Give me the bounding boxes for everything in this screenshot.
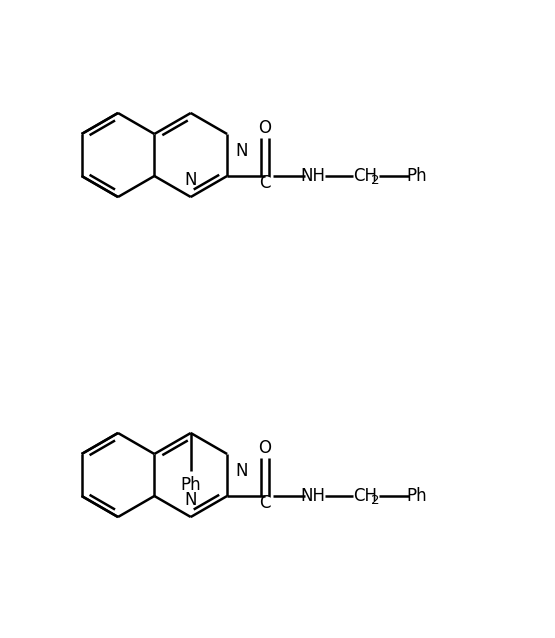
Text: C: C [259, 174, 271, 192]
Text: CH: CH [353, 487, 377, 505]
Text: N: N [235, 462, 248, 480]
Text: 2: 2 [371, 175, 380, 188]
Text: CH: CH [353, 167, 377, 185]
Text: Ph: Ph [180, 476, 201, 494]
Text: N: N [235, 142, 248, 160]
Text: Ph: Ph [407, 167, 427, 185]
Text: O: O [259, 119, 271, 137]
Text: NH: NH [301, 167, 326, 185]
Text: Ph: Ph [407, 487, 427, 505]
Text: N: N [184, 171, 197, 189]
Text: NH: NH [301, 487, 326, 505]
Text: O: O [259, 439, 271, 457]
Text: C: C [259, 494, 271, 512]
Text: N: N [184, 491, 197, 509]
Text: 2: 2 [371, 494, 380, 507]
